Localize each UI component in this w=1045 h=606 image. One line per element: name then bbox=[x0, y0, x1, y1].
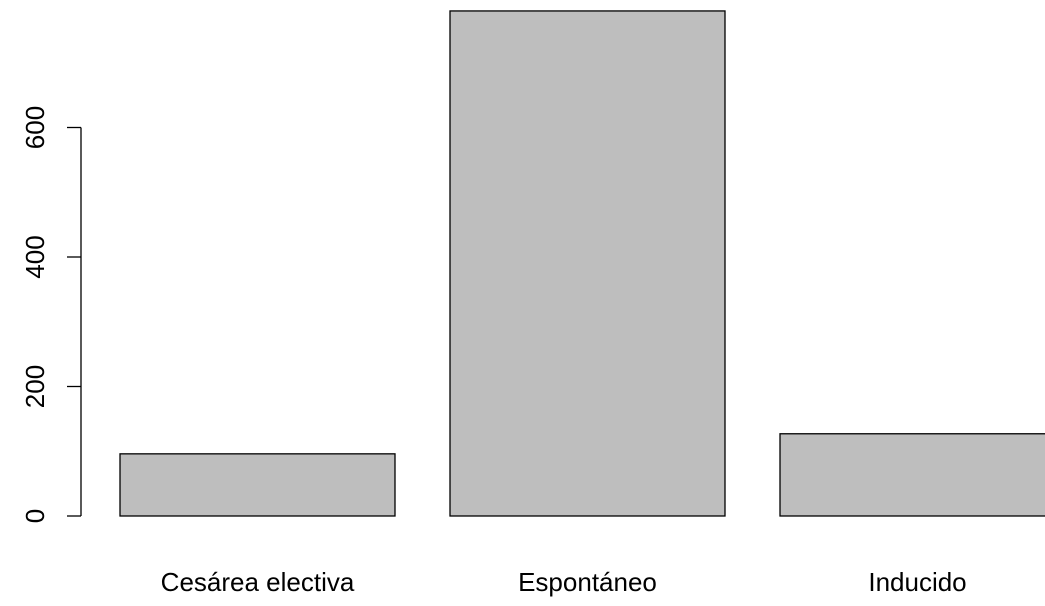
bars bbox=[119, 10, 1045, 517]
x-category-label: Inducido bbox=[868, 567, 966, 597]
x-category-label: Cesárea electiva bbox=[161, 567, 355, 597]
y-tick-label: 0 bbox=[20, 509, 50, 523]
bar-0 bbox=[119, 453, 396, 517]
y-tick-label: 200 bbox=[20, 365, 50, 408]
bar-1 bbox=[449, 10, 726, 517]
y-axis: 0 200 400 600 bbox=[20, 106, 82, 523]
y-tick-label: 600 bbox=[20, 106, 50, 149]
x-axis-labels: Cesárea electiva Espontáneo Inducido bbox=[161, 567, 967, 597]
y-tick-label: 400 bbox=[20, 235, 50, 278]
bar-2 bbox=[779, 433, 1045, 517]
x-category-label: Espontáneo bbox=[518, 567, 657, 597]
